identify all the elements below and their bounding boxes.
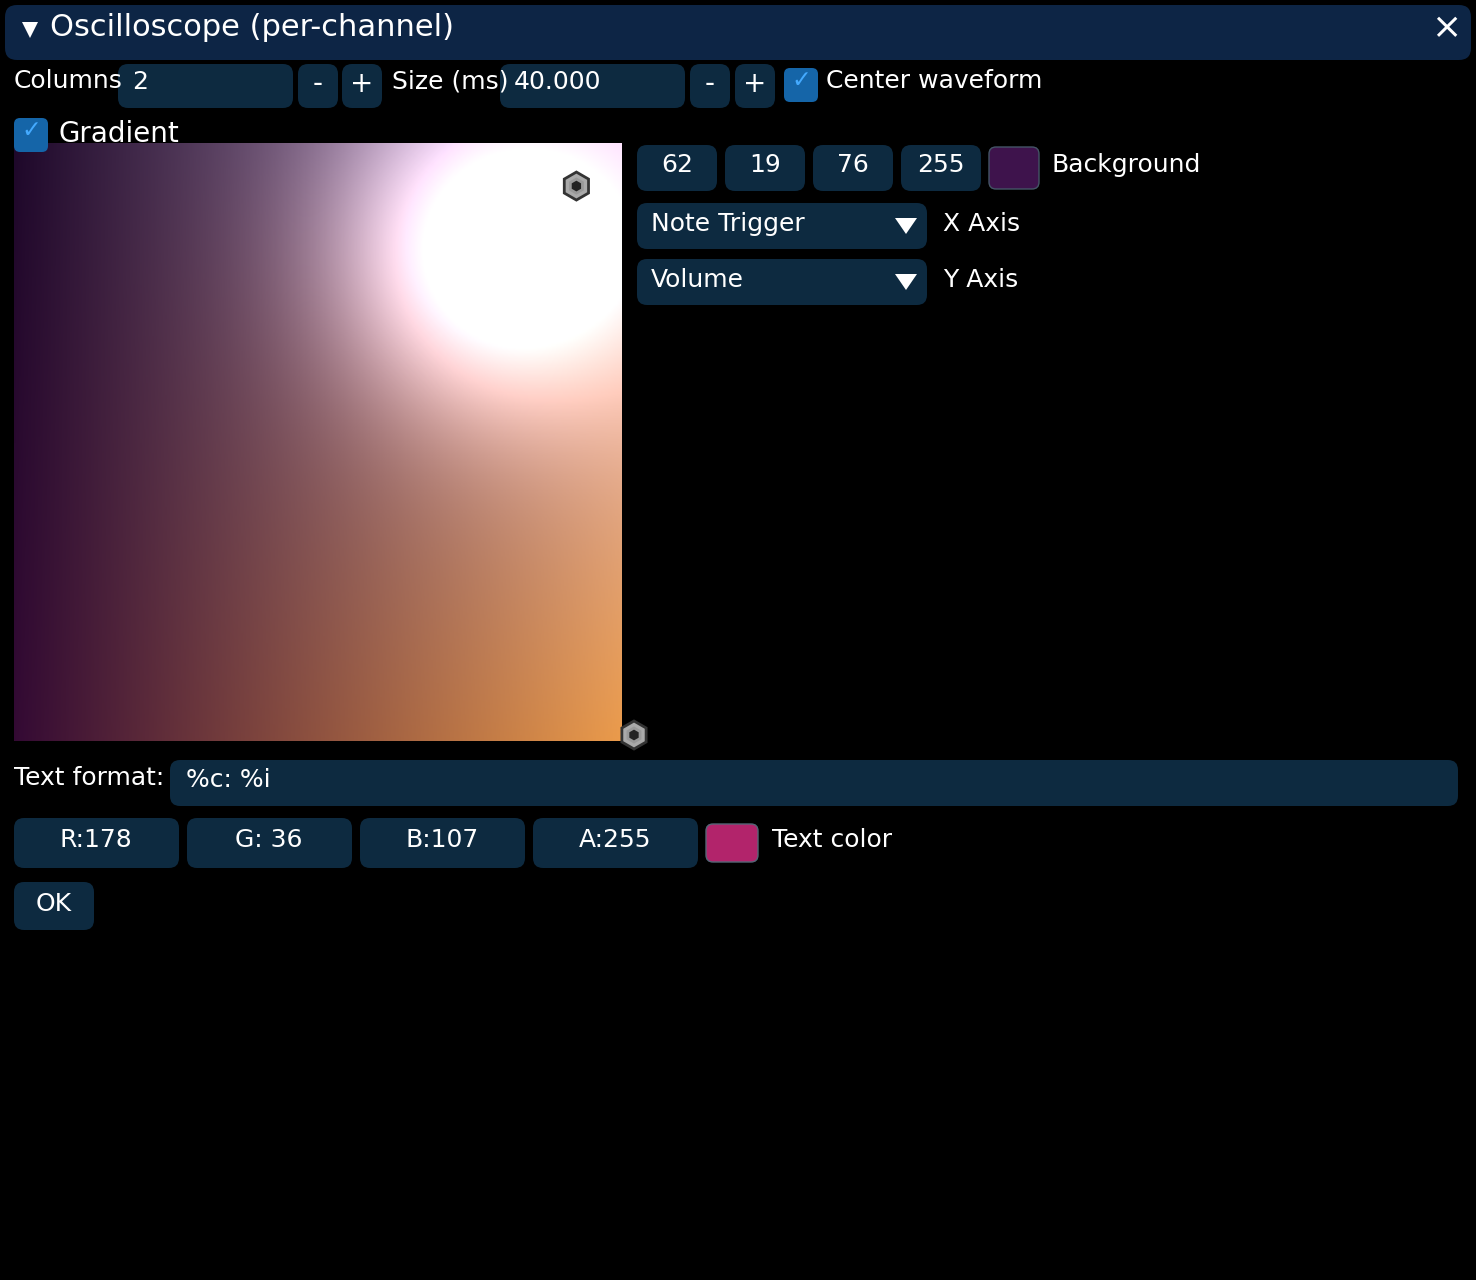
Text: -: - — [706, 70, 714, 99]
FancyBboxPatch shape — [725, 145, 804, 191]
Text: Size (ms): Size (ms) — [393, 69, 509, 93]
Text: +: + — [350, 70, 373, 99]
Polygon shape — [621, 721, 646, 749]
Text: +: + — [744, 70, 766, 99]
Text: Y Axis: Y Axis — [943, 268, 1018, 292]
FancyBboxPatch shape — [900, 145, 982, 191]
Text: X Axis: X Axis — [943, 212, 1020, 236]
FancyBboxPatch shape — [638, 204, 927, 250]
FancyBboxPatch shape — [118, 64, 294, 108]
Text: G: 36: G: 36 — [235, 828, 303, 852]
Polygon shape — [570, 179, 583, 193]
Text: Text format:: Text format: — [13, 765, 164, 790]
Text: 76: 76 — [837, 154, 869, 177]
Text: ×: × — [1430, 12, 1461, 45]
FancyBboxPatch shape — [735, 64, 775, 108]
Polygon shape — [894, 218, 917, 234]
Text: Columns: Columns — [13, 69, 123, 93]
Text: Volume: Volume — [651, 268, 744, 292]
Polygon shape — [894, 274, 917, 291]
Text: Note Trigger: Note Trigger — [651, 212, 804, 236]
Text: ✓: ✓ — [21, 118, 41, 142]
Text: 40.000: 40.000 — [514, 70, 602, 93]
FancyBboxPatch shape — [13, 882, 94, 931]
Polygon shape — [22, 22, 38, 38]
Text: Center waveform: Center waveform — [827, 69, 1042, 93]
Text: %c: %i: %c: %i — [186, 768, 270, 792]
FancyBboxPatch shape — [187, 818, 351, 868]
Text: Text color: Text color — [772, 828, 892, 852]
FancyBboxPatch shape — [360, 818, 525, 868]
FancyBboxPatch shape — [706, 824, 759, 861]
Text: A:255: A:255 — [579, 828, 651, 852]
FancyBboxPatch shape — [533, 818, 698, 868]
Text: Background: Background — [1051, 154, 1200, 177]
FancyBboxPatch shape — [784, 68, 818, 102]
Text: Gradient: Gradient — [58, 120, 179, 148]
FancyBboxPatch shape — [342, 64, 382, 108]
FancyBboxPatch shape — [4, 5, 1472, 60]
FancyBboxPatch shape — [989, 147, 1039, 189]
Polygon shape — [564, 172, 589, 200]
Polygon shape — [627, 728, 641, 742]
Text: -: - — [313, 70, 323, 99]
FancyBboxPatch shape — [689, 64, 731, 108]
Text: OK: OK — [35, 892, 72, 916]
Text: 62: 62 — [661, 154, 694, 177]
FancyBboxPatch shape — [638, 259, 927, 305]
FancyBboxPatch shape — [298, 64, 338, 108]
Text: 2: 2 — [131, 70, 148, 93]
FancyBboxPatch shape — [500, 64, 685, 108]
Text: R:178: R:178 — [59, 828, 133, 852]
FancyBboxPatch shape — [13, 818, 179, 868]
FancyBboxPatch shape — [813, 145, 893, 191]
Text: 255: 255 — [917, 154, 965, 177]
Text: 19: 19 — [750, 154, 781, 177]
FancyBboxPatch shape — [13, 118, 49, 152]
Text: B:107: B:107 — [406, 828, 478, 852]
FancyBboxPatch shape — [638, 145, 717, 191]
Text: Oscilloscope (per-channel): Oscilloscope (per-channel) — [50, 13, 455, 42]
Text: ✓: ✓ — [791, 68, 810, 92]
FancyBboxPatch shape — [170, 760, 1458, 806]
